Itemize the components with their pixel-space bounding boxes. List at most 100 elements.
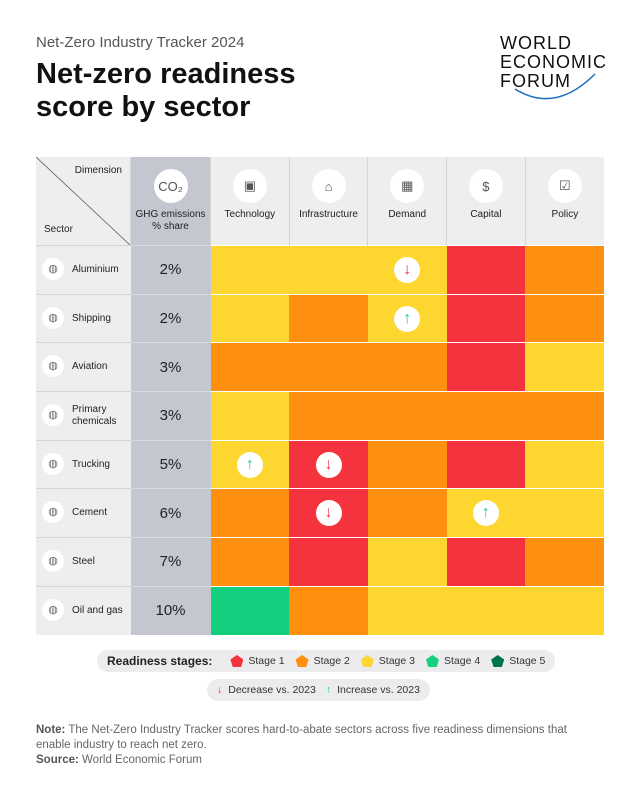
decrease-arrow-icon: ↓ <box>394 256 421 283</box>
chip-icon: ▣ <box>232 169 267 203</box>
ghg-share: 3% <box>130 342 211 392</box>
stage-cell: ↓ <box>289 488 368 538</box>
power-pylon-icon: ⌂ <box>311 169 346 203</box>
sector-icon: ◍ <box>42 550 64 573</box>
ghg-share: 3% <box>130 391 211 441</box>
stage-cell <box>446 585 526 635</box>
wef-logo: WORLD ECONOMIC FORUM <box>500 34 607 100</box>
stage-cell <box>210 585 290 635</box>
source-text: World Economic Forum <box>82 754 202 766</box>
stage-cell <box>289 342 368 392</box>
stage-cell <box>367 342 447 392</box>
stage-cell: ↑ <box>210 439 290 489</box>
stage-cell <box>446 245 526 295</box>
note-text: The Net-Zero Industry Tracker scores har… <box>36 724 567 751</box>
stage-1-label: Stage 1 <box>248 655 285 667</box>
stage-5-label: Stage 5 <box>509 655 546 667</box>
stage-cell <box>446 537 526 587</box>
up-arrow-icon: ↑ <box>325 684 332 696</box>
stage-cell <box>446 293 526 343</box>
stage-cell <box>210 537 290 587</box>
dimension-header-demand: ▦ Demand <box>367 157 447 246</box>
table-row: ◍ Steel 7% <box>36 537 604 587</box>
sector-icon: ◍ <box>42 404 64 427</box>
sector-name: Aviation <box>72 361 108 373</box>
sector-cell: ◍ Oil and gas <box>36 585 131 635</box>
sector-icon: ◍ <box>42 355 64 378</box>
stage-cell <box>525 488 604 538</box>
table-row: ◍ Primary chemicals 3% <box>36 391 604 441</box>
stage-cell <box>367 585 447 635</box>
sector-icon: ◍ <box>42 306 64 329</box>
diagonal-divider <box>36 157 130 245</box>
table-row: ◍ Cement 6% ↓ ↑ <box>36 488 604 538</box>
change-legend: ↓ Decrease vs. 2023 ↑ Increase vs. 2023 <box>207 679 430 701</box>
stage-4-label: Stage 4 <box>444 655 481 667</box>
stage-legend: Readiness stages: Stage 1 Stage 2 Stage 3 S… <box>97 650 556 672</box>
stage-3-label: Stage 3 <box>378 655 415 667</box>
sector-icon: ◍ <box>42 501 64 524</box>
sector-name: Aluminium <box>72 263 119 275</box>
sector-cell: ◍ Primary chemicals <box>36 391 131 441</box>
down-arrow-icon: ↓ <box>217 684 223 696</box>
ghg-share: 6% <box>130 488 211 538</box>
table-row: ◍ Aviation 3% <box>36 342 604 392</box>
stage-cell <box>446 439 526 489</box>
sector-name: Oil and gas <box>72 604 123 616</box>
ghg-share: 5% <box>130 439 211 489</box>
stage-cell <box>525 342 604 392</box>
corner-header: Dimension Sector <box>36 157 131 246</box>
note-label: Note: <box>36 724 66 736</box>
dimension-label: Demand <box>388 209 427 220</box>
source-label: Source: <box>36 754 79 766</box>
stage-2-marker-icon <box>295 655 309 667</box>
stage-cell: ↑ <box>446 488 526 538</box>
stage-cell <box>446 342 526 392</box>
table-row: ◍ Shipping 2% ↑ <box>36 293 604 343</box>
stage-cell <box>367 391 447 441</box>
stage-cell <box>525 585 604 635</box>
kicker: Net-Zero Industry Tracker 2024 <box>36 34 245 51</box>
sector-cell: ◍ Steel <box>36 537 131 587</box>
readiness-table: Dimension Sector CO₂ GHG emissions % sha… <box>36 157 604 635</box>
stage-cell <box>367 439 447 489</box>
checklist-icon: ☑ <box>547 169 582 203</box>
stage-4-marker-icon <box>426 655 439 667</box>
increase-arrow-icon: ↑ <box>236 451 263 478</box>
stage-cell: ↓ <box>289 439 368 489</box>
dimension-label: Capital <box>470 209 502 220</box>
stage-cell <box>525 439 604 489</box>
dimension-label: Infrastructure <box>299 209 358 220</box>
stage-cell <box>289 293 368 343</box>
sector-name: Steel <box>72 555 95 567</box>
ghg-header-label: GHG emissions % share <box>135 209 206 232</box>
ghg-header: CO₂ GHG emissions % share <box>130 157 211 246</box>
dimension-label: Policy <box>551 209 579 220</box>
stage-cell <box>289 585 368 635</box>
stage-cell <box>289 537 368 587</box>
ghg-share: 10% <box>130 585 211 635</box>
stage-1-marker-icon <box>230 655 244 667</box>
sector-cell: ◍ Cement <box>36 488 131 538</box>
decrease-arrow-icon: ↓ <box>315 500 342 527</box>
sector-icon: ◍ <box>42 598 64 621</box>
stage-cell <box>289 245 368 295</box>
stage-cell <box>525 293 604 343</box>
stage-cell <box>525 245 604 295</box>
sector-icon: ◍ <box>42 452 64 475</box>
stage-cell: ↓ <box>367 245 447 295</box>
sector-cell: ◍ Aviation <box>36 342 131 392</box>
stage-cell <box>525 391 604 441</box>
increase-arrow-icon: ↑ <box>394 305 421 332</box>
ghg-share: 2% <box>130 245 211 295</box>
decrease-label: Decrease vs. 2023 <box>228 684 316 696</box>
sector-name: Trucking <box>72 458 110 470</box>
logo-arc-icon <box>514 73 596 100</box>
stage-cell <box>210 391 290 441</box>
increase-arrow-icon: ↑ <box>472 500 499 527</box>
stage-cell <box>446 391 526 441</box>
dimension-label: Dimension <box>74 165 122 176</box>
ghg-share: 7% <box>130 537 211 587</box>
dimension-header-policy: ☑ Policy <box>524 157 604 246</box>
